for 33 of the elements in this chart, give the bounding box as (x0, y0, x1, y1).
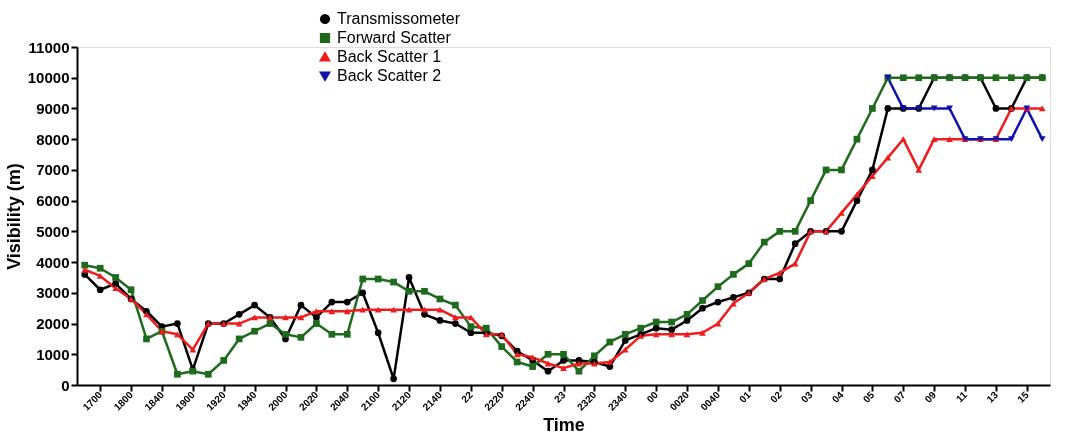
legend-label: Transmissometer (337, 10, 461, 27)
x-tick-label: 01 (737, 388, 754, 405)
y-tick-label: 0 (61, 376, 70, 394)
legend-label: Back Scatter 1 (337, 48, 442, 65)
y-tick-label: 6000 (36, 192, 70, 210)
x-tick-label: 07 (891, 388, 908, 405)
point (1038, 136, 1046, 143)
y-axis-title: Visibility (m) (3, 163, 24, 270)
x-tick-label: 05 (860, 388, 877, 405)
y-tick-label: 2000 (36, 315, 70, 333)
x-tick-label: 22 (459, 388, 476, 405)
y-tick-label: 1000 (36, 345, 70, 363)
y-tick-label: 10000 (27, 69, 70, 87)
y-tick-label: 3000 (36, 284, 70, 302)
x-tick-label: 23 (551, 388, 568, 405)
x-tick-label: 03 (799, 388, 815, 405)
y-tick-label: 7000 (36, 161, 70, 179)
y-tick-label: 4000 (36, 253, 70, 271)
legend-label: Forward Scatter (337, 29, 452, 46)
legend-label: Back Scatter 2 (337, 67, 442, 84)
x-axis-title: Time (543, 414, 585, 435)
x-tick-label: 02 (768, 388, 785, 405)
y-tick-label: 5000 (36, 222, 70, 240)
y-tick-label: 11000 (28, 38, 70, 56)
y-tick-label: 8000 (36, 130, 70, 148)
x-tick-label: 04 (829, 388, 846, 405)
x-tick-label: 00 (644, 388, 661, 405)
y-tick-label: 9000 (36, 99, 70, 117)
x-tick-label: 11 (953, 388, 970, 405)
x-tick-label: 09 (922, 388, 939, 405)
point (1008, 136, 1015, 143)
x-tick-label: 15 (1015, 388, 1032, 405)
x-tick-label: 13 (984, 388, 1001, 405)
